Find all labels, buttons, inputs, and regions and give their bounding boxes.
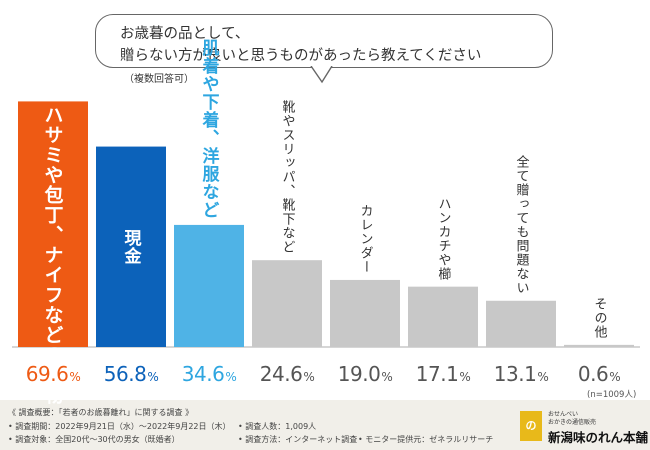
value-label-5: 19.0% xyxy=(330,362,400,386)
bar-chart xyxy=(12,101,640,348)
category-label-3: 肌着や下着、洋服など xyxy=(198,38,219,219)
value-label-6: 17.1% xyxy=(408,362,478,386)
value-number: 13.1 xyxy=(493,362,537,386)
value-label-4: 24.6% xyxy=(252,362,322,386)
value-number: 56.8 xyxy=(103,362,147,386)
category-label-8: その他 xyxy=(591,296,607,339)
bar-8 xyxy=(564,344,634,347)
value-unit: % xyxy=(147,370,159,384)
logo-tagline: おせんべい おかきの通信販売 xyxy=(548,411,648,427)
value-label-1: 69.6% xyxy=(18,362,88,386)
question-line-2: 贈らない方が良いと思うものがあったら教えてください xyxy=(120,48,482,64)
value-unit: % xyxy=(381,370,393,384)
survey-provider: • モニター提供元：ゼネラルリサーチ xyxy=(358,435,494,444)
logo-tagline-2: おかきの通信販売 xyxy=(548,419,597,426)
question-note: （複数回答可） xyxy=(124,74,194,85)
value-unit: % xyxy=(537,370,549,384)
logo-mark-icon: の xyxy=(520,411,542,441)
category-label-7: 全て贈っても問題ない xyxy=(513,154,529,295)
survey-count: • 調査人数：1,009人 xyxy=(238,422,317,431)
brand-logo: の おせんべい おかきの通信販売 新潟味のれん本舗 xyxy=(520,409,649,445)
value-number: 17.1 xyxy=(415,362,459,386)
value-number: 34.6 xyxy=(181,362,225,386)
value-label-8: 0.6% xyxy=(564,362,634,386)
value-label-3: 34.6% xyxy=(174,362,244,386)
bar-6 xyxy=(408,286,478,347)
bar-2 xyxy=(96,146,166,347)
value-number: 19.0 xyxy=(337,362,381,386)
value-label-7: 13.1% xyxy=(486,362,556,386)
bar-7 xyxy=(486,300,556,347)
logo-name: 新潟味のれん本舗 xyxy=(548,430,649,445)
bar-5 xyxy=(330,279,400,347)
category-label-4: 靴やスリッパ、靴下など xyxy=(279,100,295,255)
category-label-5: カレンダー xyxy=(357,203,373,274)
category-label-1: ハサミや包丁、ナイフなどの刃物 xyxy=(41,105,64,406)
value-unit: % xyxy=(225,370,237,384)
survey-footer: 《 調査概要：「若者のお歳暮離れ」に関する調査 》 • 調査期間：2022年9月… xyxy=(0,400,650,450)
value-unit: % xyxy=(609,370,621,384)
value-number: 69.6 xyxy=(25,362,69,386)
logo-tagline-1: おせんべい xyxy=(548,411,579,418)
sample-size-note: (n=1009人) xyxy=(587,390,637,400)
bar-1 xyxy=(18,101,88,347)
survey-method: • 調査方法：インターネット調査 xyxy=(238,435,358,444)
category-label-2: 現金 xyxy=(120,228,141,265)
value-number: 0.6 xyxy=(577,362,609,386)
bar-3 xyxy=(174,224,244,347)
value-number: 24.6 xyxy=(259,362,303,386)
value-unit: % xyxy=(69,370,81,384)
value-unit: % xyxy=(303,370,315,384)
question-bubble: お歳暮の品として、 贈らない方が良いと思うものがあったら教えてください （複数回答… xyxy=(95,14,553,85)
survey-summary: 《 調査概要：「若者のお歳暮離れ」に関する調査 》 xyxy=(8,408,194,417)
survey-period: • 調査期間：2022年9月21日（水）〜2022年9月22日（木） xyxy=(8,422,231,431)
bar-4 xyxy=(252,260,322,347)
bubble-tail xyxy=(310,66,333,84)
value-unit: % xyxy=(459,370,471,384)
category-label-6: ハンカチや櫛 xyxy=(435,196,451,281)
value-label-2: 56.8% xyxy=(96,362,166,386)
question-line-1: お歳暮の品として、 xyxy=(120,26,250,42)
survey-target: • 調査対象：全国20代〜30代の男女（既婚者） xyxy=(8,435,180,444)
